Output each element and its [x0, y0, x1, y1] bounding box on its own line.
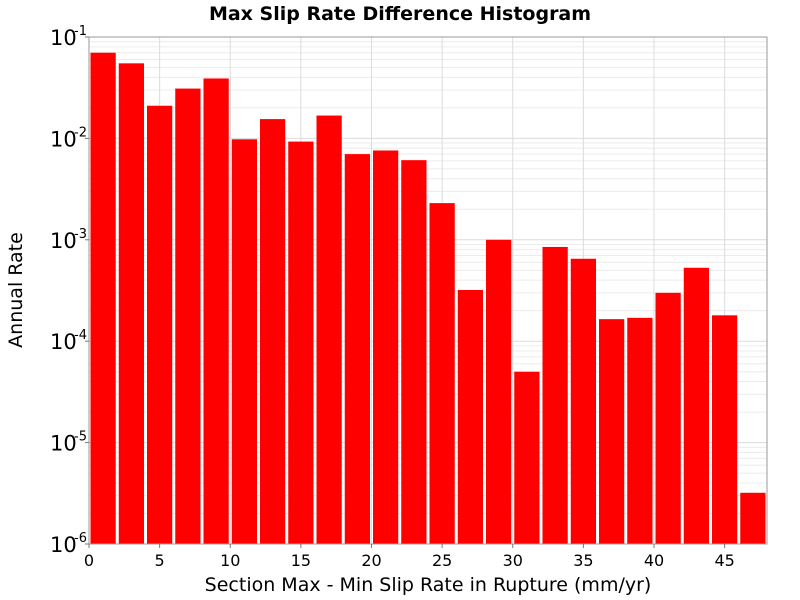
x-tick-label: 20 — [361, 551, 381, 570]
plot-frame — [88, 36, 768, 545]
bar — [260, 119, 286, 544]
bar — [429, 203, 455, 545]
y-tick-label: 10-6 — [50, 531, 87, 557]
bar — [90, 52, 116, 544]
y-tick-exponent: -5 — [74, 430, 87, 445]
grid — [88, 36, 767, 545]
y-tick-label: 10-1 — [50, 24, 87, 50]
x-tick-label: 45 — [714, 551, 734, 570]
x-tick-label: 35 — [573, 551, 593, 570]
y-axis-ticks: 10-610-510-410-310-210-1 — [50, 24, 89, 557]
y-tick-base: 10 — [50, 330, 77, 354]
x-tick-label: 5 — [155, 551, 165, 570]
x-tick-label: 15 — [291, 551, 311, 570]
bar — [147, 105, 173, 545]
y-tick-exponent: -2 — [74, 125, 87, 140]
x-axis-ticks: 0 5 10 15 20 25 30 35 40 45 — [84, 544, 735, 570]
bar — [231, 139, 257, 544]
bar — [514, 371, 540, 544]
bar — [542, 246, 568, 545]
y-tick-base: 10 — [50, 432, 77, 456]
y-tick-base: 10 — [50, 127, 77, 151]
bar — [655, 292, 681, 544]
y-tick-label: 10-2 — [50, 125, 87, 151]
y-tick-label: 10-5 — [50, 430, 87, 456]
bar — [401, 160, 427, 545]
y-tick-base: 10 — [50, 533, 77, 557]
y-tick-exponent: -3 — [74, 227, 87, 242]
x-tick-label: 0 — [84, 551, 94, 570]
x-tick-label: 10 — [220, 551, 240, 570]
bar — [373, 150, 399, 544]
chart-title: Max Slip Rate Difference Histogram — [209, 3, 591, 25]
x-tick-label: 40 — [644, 551, 664, 570]
bar — [627, 317, 653, 544]
bar — [683, 267, 709, 544]
y-tick-base: 10 — [50, 26, 77, 50]
bar — [344, 154, 370, 544]
y-tick-base: 10 — [50, 229, 77, 253]
bar — [175, 88, 201, 544]
bar — [118, 63, 144, 545]
bar — [316, 115, 342, 544]
y-axis-label: Annual Rate — [5, 232, 27, 348]
x-tick-label: 25 — [432, 551, 452, 570]
bar — [457, 289, 483, 544]
y-tick-label: 10-3 — [50, 227, 87, 253]
bar — [599, 319, 625, 544]
bar — [740, 492, 766, 544]
bar — [288, 141, 314, 544]
bars — [90, 52, 766, 545]
x-axis-label: Section Max - Min Slip Rate in Rupture (… — [205, 574, 652, 596]
y-tick-exponent: -6 — [74, 531, 87, 546]
y-tick-label: 10-4 — [50, 328, 87, 354]
y-tick-exponent: -1 — [74, 24, 87, 39]
y-tick-exponent: -4 — [74, 328, 87, 343]
x-tick-label: 30 — [503, 551, 523, 570]
bar — [712, 315, 738, 544]
bar — [570, 258, 596, 544]
bar — [203, 78, 229, 544]
bar — [486, 239, 512, 545]
